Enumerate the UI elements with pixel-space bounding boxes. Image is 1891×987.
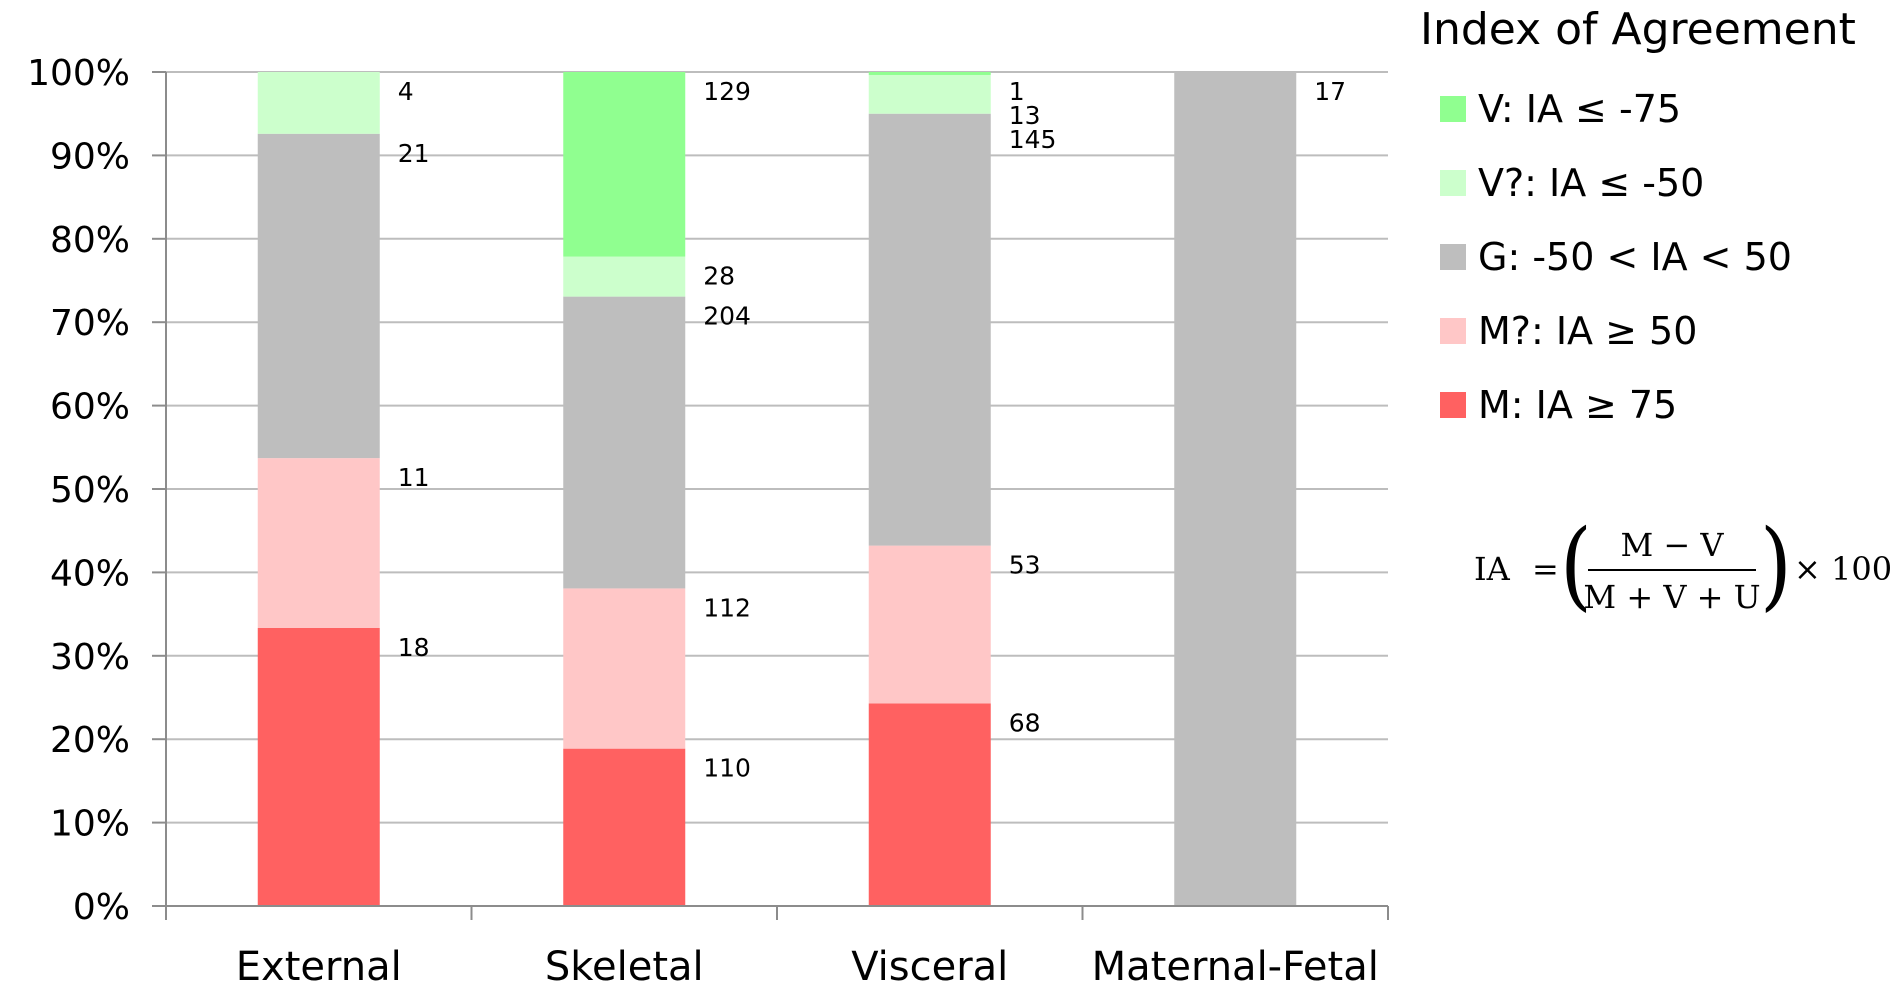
bar-segment-external-g-50-ia-50 xyxy=(257,133,380,459)
bar-segment-visceral-m-ia-50 xyxy=(868,545,991,704)
bar-segment-skeletal-g-50-ia-50 xyxy=(563,296,686,589)
y-tick-label: 0% xyxy=(73,887,130,928)
segment-label-visceral: 1 xyxy=(1009,77,1025,106)
segment-label-skeletal: 129 xyxy=(703,77,751,106)
legend-label-g-50-ia-50: G: -50 < IA < 50 xyxy=(1478,235,1792,279)
legend-swatch-g-50-ia-50 xyxy=(1440,244,1466,270)
formula-numerator: M − V xyxy=(1620,526,1724,564)
x-category-label-maternal-fetal: Maternal-Fetal xyxy=(1092,944,1379,987)
segment-label-visceral: 13 xyxy=(1009,101,1041,130)
y-tick-label: 80% xyxy=(50,220,130,261)
segment-label-external: 21 xyxy=(398,139,430,168)
legend-swatch-m-ia-75 xyxy=(1440,392,1466,418)
bar-segment-skeletal-v-ia-75 xyxy=(563,72,686,257)
bar-segment-skeletal-v-ia-50 xyxy=(563,256,686,297)
legend-label-m-ia-50: M?: IA ≥ 50 xyxy=(1478,309,1697,353)
segment-label-external: 4 xyxy=(398,77,414,106)
segment-label-skeletal: 110 xyxy=(703,754,751,783)
segment-label-external: 11 xyxy=(398,463,430,492)
legend-label-v-ia-75: V: IA ≤ -75 xyxy=(1478,87,1681,131)
axes xyxy=(152,71,1389,920)
formula-equals: = xyxy=(1532,550,1559,588)
x-category-label-skeletal: Skeletal xyxy=(545,944,704,987)
segment-label-maternal-fetal: 17 xyxy=(1314,77,1346,106)
legend-swatch-m-ia-50 xyxy=(1440,318,1466,344)
formula-lhs: IA xyxy=(1474,550,1511,588)
legend-label-m-ia-75: M: IA ≥ 75 xyxy=(1478,383,1677,427)
segment-label-visceral: 53 xyxy=(1009,551,1041,580)
bar-segment-visceral-g-50-ia-50 xyxy=(868,113,991,546)
ia-formula: IA = ( M − V M + V + U ) × 100 xyxy=(1474,510,1891,622)
legend-label-v-ia-50: V?: IA ≤ -50 xyxy=(1478,161,1704,205)
bar-segment-external-v-ia-50 xyxy=(257,72,380,134)
legend: Index of Agreement V: IA ≤ -75 V?: IA ≤ -… xyxy=(1420,4,1856,427)
formula-close-paren: ) xyxy=(1760,510,1792,622)
legend-swatch-v-ia-75 xyxy=(1440,96,1466,122)
y-tick-label: 60% xyxy=(50,387,130,428)
y-tick-label: 90% xyxy=(50,136,130,177)
y-tick-label: 50% xyxy=(50,470,130,511)
segment-label-external: 18 xyxy=(398,633,430,662)
x-category-label-visceral: Visceral xyxy=(851,944,1008,987)
formula-denominator: M + V + U xyxy=(1583,578,1760,616)
bars xyxy=(257,72,1297,906)
y-tick-label: 70% xyxy=(50,303,130,344)
legend-title: Index of Agreement xyxy=(1420,4,1856,55)
segment-label-skeletal: 28 xyxy=(703,262,735,291)
x-category-label-external: External xyxy=(236,944,402,987)
bar-segment-visceral-m-ia-75 xyxy=(868,703,991,906)
formula-open-paren: ( xyxy=(1560,510,1592,622)
segment-label-visceral: 68 xyxy=(1009,708,1041,737)
y-tick-label: 10% xyxy=(50,804,130,845)
segment-label-visceral: 145 xyxy=(1009,125,1057,154)
legend-swatch-v-ia-50 xyxy=(1440,170,1466,196)
y-tick-labels: 0% 10% 20% 30% 40% 50% 60% 70% 80% 90% 100% xyxy=(27,53,130,928)
y-tick-label: 40% xyxy=(50,553,130,594)
bar-segment-skeletal-m-ia-50 xyxy=(563,588,686,749)
y-tick-label: 100% xyxy=(27,53,130,94)
formula-multiplier: × 100 xyxy=(1794,550,1891,588)
category-labels: External Skeletal Visceral Maternal-Fetal xyxy=(236,944,1379,987)
bar-segment-visceral-v-ia-75 xyxy=(868,72,991,75)
bar-segment-skeletal-m-ia-75 xyxy=(563,748,686,906)
y-tick-label: 30% xyxy=(50,637,130,678)
bar-segment-external-m-ia-50 xyxy=(257,458,380,628)
bar-segment-visceral-v-ia-50 xyxy=(868,74,991,114)
segment-label-skeletal: 112 xyxy=(703,593,751,622)
bar-segment-external-m-ia-75 xyxy=(257,628,380,906)
bar-segment-maternal-fetal-g-50-ia-50 xyxy=(1174,72,1297,906)
y-tick-label: 20% xyxy=(50,720,130,761)
legend-items: V: IA ≤ -75 V?: IA ≤ -50 G: -50 < IA < 50 M… xyxy=(1440,87,1792,427)
segment-label-skeletal: 204 xyxy=(703,302,751,331)
